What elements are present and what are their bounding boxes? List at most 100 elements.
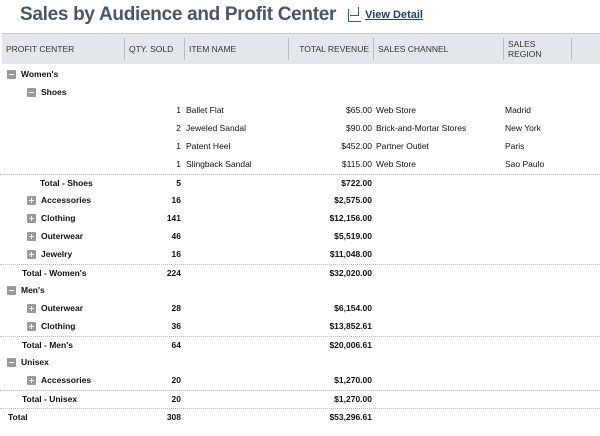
table-row: 1 Ballet Flat $65.00 Web Store Madrid — [0, 102, 600, 120]
column-header-total-revenue[interactable]: TOTAL REVENUE — [289, 38, 374, 60]
page-title: Sales by Audience and Profit Center — [20, 4, 337, 25]
total-row: Total - Shoes 5 $722.00 — [0, 174, 600, 193]
qty-sold-cell: 28 — [171, 303, 181, 313]
qty-sold-cell: 16 — [171, 249, 181, 259]
row-label: Accessories — [41, 195, 92, 205]
qty-sold-cell: 20 — [171, 375, 181, 385]
item-name-cell: Slingback Sandal — [186, 159, 252, 169]
item-name-cell: Ballet Flat — [186, 105, 224, 115]
group-row[interactable]: Clothing 141 $12,156.00 — [0, 210, 600, 228]
sales-channel-cell: Brick-and-Mortar Stores — [376, 123, 467, 133]
group-row[interactable]: Accessories 16 $2,575.00 — [0, 192, 600, 210]
row-label: Total - Women's — [22, 268, 87, 278]
total-revenue-cell: $115.00 — [341, 159, 372, 169]
qty-sold-cell: 46 — [171, 231, 181, 241]
collapse-icon[interactable] — [7, 70, 16, 79]
table-row: 2 Jeweled Sandal $90.00 Brick-and-Mortar St… — [0, 120, 600, 138]
expand-icon[interactable] — [27, 304, 36, 313]
expand-icon[interactable] — [27, 232, 36, 241]
row-label: Total — [8, 412, 28, 422]
total-revenue-cell: $90.00 — [346, 123, 372, 133]
sales-channel-cell: Web Store — [376, 159, 417, 169]
group-row[interactable]: Accessories 20 $1,270.00 — [0, 372, 600, 390]
total-row: Total - Unisex 20 $1,270.00 — [0, 390, 600, 409]
total-revenue-cell: $12,156.00 — [329, 213, 372, 223]
column-header-sales-region[interactable]: SALES REGION — [504, 38, 572, 60]
qty-sold-cell: 2 — [176, 123, 181, 133]
total-revenue-cell: $6,154.00 — [334, 303, 372, 313]
sales-region-cell: Madrid — [505, 105, 531, 115]
group-row[interactable]: Outerwear 28 $6,154.00 — [0, 300, 600, 318]
total-revenue-cell: $20,006.61 — [329, 340, 372, 350]
row-label: Women's — [21, 69, 59, 79]
qty-sold-cell: 224 — [166, 268, 181, 278]
collapse-icon[interactable] — [27, 88, 36, 97]
total-revenue-cell: $1,270.00 — [334, 394, 372, 404]
column-header-qty-sold[interactable]: QTY. SOLD — [125, 38, 185, 60]
group-row[interactable]: Shoes — [0, 84, 600, 102]
total-revenue-cell: $32,020.00 — [329, 268, 372, 278]
qty-sold-cell: 1 — [176, 141, 181, 151]
table-row: 1 Slingback Sandal $115.00 Web Store Sao Pau… — [0, 156, 600, 174]
item-name-cell: Patent Heel — [186, 141, 231, 151]
column-header-item-name[interactable]: ITEM NAME — [185, 38, 289, 60]
qty-sold-cell: 20 — [171, 394, 181, 404]
expand-icon[interactable] — [27, 376, 36, 385]
column-header-profit-center[interactable]: PROFIT CENTER — [2, 38, 125, 60]
total-revenue-cell: $65.00 — [346, 105, 372, 115]
item-name-cell: Jeweled Sandal — [186, 123, 247, 133]
group-row[interactable]: Men's — [0, 282, 600, 300]
qty-sold-cell: 1 — [176, 159, 181, 169]
total-revenue-cell: $452.00 — [341, 141, 372, 151]
row-label: Outerwear — [41, 231, 84, 241]
export-arrow-icon — [348, 6, 362, 22]
table-row: 1 Patent Heel $452.00 Partner Outlet Paris — [0, 138, 600, 156]
total-row: Total - Women's 224 $32,020.00 — [0, 264, 600, 283]
expand-icon[interactable] — [27, 196, 36, 205]
row-label: Total - Men's — [22, 340, 73, 350]
expand-icon[interactable] — [27, 250, 36, 259]
column-header-sales-channel[interactable]: SALES CHANNEL — [374, 38, 504, 60]
expand-icon[interactable] — [27, 214, 36, 223]
total-revenue-cell: $5,519.00 — [334, 231, 372, 241]
sales-channel-cell: Partner Outlet — [376, 141, 429, 151]
row-label: Outerwear — [41, 303, 84, 313]
qty-sold-cell: 16 — [171, 195, 181, 205]
row-label: Jewelry — [41, 249, 73, 259]
total-revenue-cell: $1,270.00 — [334, 375, 372, 385]
sales-region-cell: Sao Paulo — [505, 159, 545, 169]
row-label: Total - Shoes — [40, 178, 93, 188]
total-revenue-cell: $53,296.61 — [329, 412, 372, 422]
qty-sold-cell: 5 — [176, 178, 181, 188]
view-detail-label: View Detail — [365, 9, 423, 21]
total-revenue-cell: $11,048.00 — [329, 249, 372, 259]
group-row[interactable]: Outerwear 46 $5,519.00 — [0, 228, 600, 246]
view-detail-link[interactable]: View Detail — [348, 6, 423, 22]
title-bar: Sales by Audience and Profit Center View… — [20, 4, 423, 26]
group-row[interactable]: Jewelry 16 $11,048.00 — [0, 246, 600, 264]
row-label: Men's — [21, 285, 45, 295]
qty-sold-cell: 1 — [176, 105, 181, 115]
total-revenue-cell: $2,575.00 — [334, 195, 372, 205]
total-revenue-cell: $13,852.61 — [329, 321, 372, 331]
total-row: Total - Men's 64 $20,006.61 — [0, 336, 600, 355]
collapse-icon[interactable] — [7, 358, 16, 367]
sales-region-cell: New York — [505, 123, 541, 133]
row-label: Shoes — [41, 87, 67, 97]
group-row[interactable]: Unisex — [0, 354, 600, 372]
table-header: PROFIT CENTER QTY. SOLD ITEM NAME TOTAL … — [2, 33, 600, 64]
collapse-icon[interactable] — [7, 286, 16, 295]
qty-sold-cell: 36 — [171, 321, 181, 331]
group-row[interactable]: Clothing 36 $13,852.61 — [0, 318, 600, 336]
sales-channel-cell: Web Store — [376, 105, 417, 115]
group-row[interactable]: Women's — [0, 66, 600, 84]
expand-icon[interactable] — [27, 322, 36, 331]
qty-sold-cell: 64 — [171, 340, 181, 350]
qty-sold-cell: 308 — [166, 412, 181, 422]
row-label: Clothing — [41, 321, 76, 331]
total-revenue-cell: $722.00 — [341, 178, 372, 188]
row-label: Unisex — [21, 357, 49, 367]
total-row: Total 308 $53,296.61 — [0, 408, 600, 427]
row-label: Accessories — [41, 375, 92, 385]
row-label: Clothing — [41, 213, 76, 223]
